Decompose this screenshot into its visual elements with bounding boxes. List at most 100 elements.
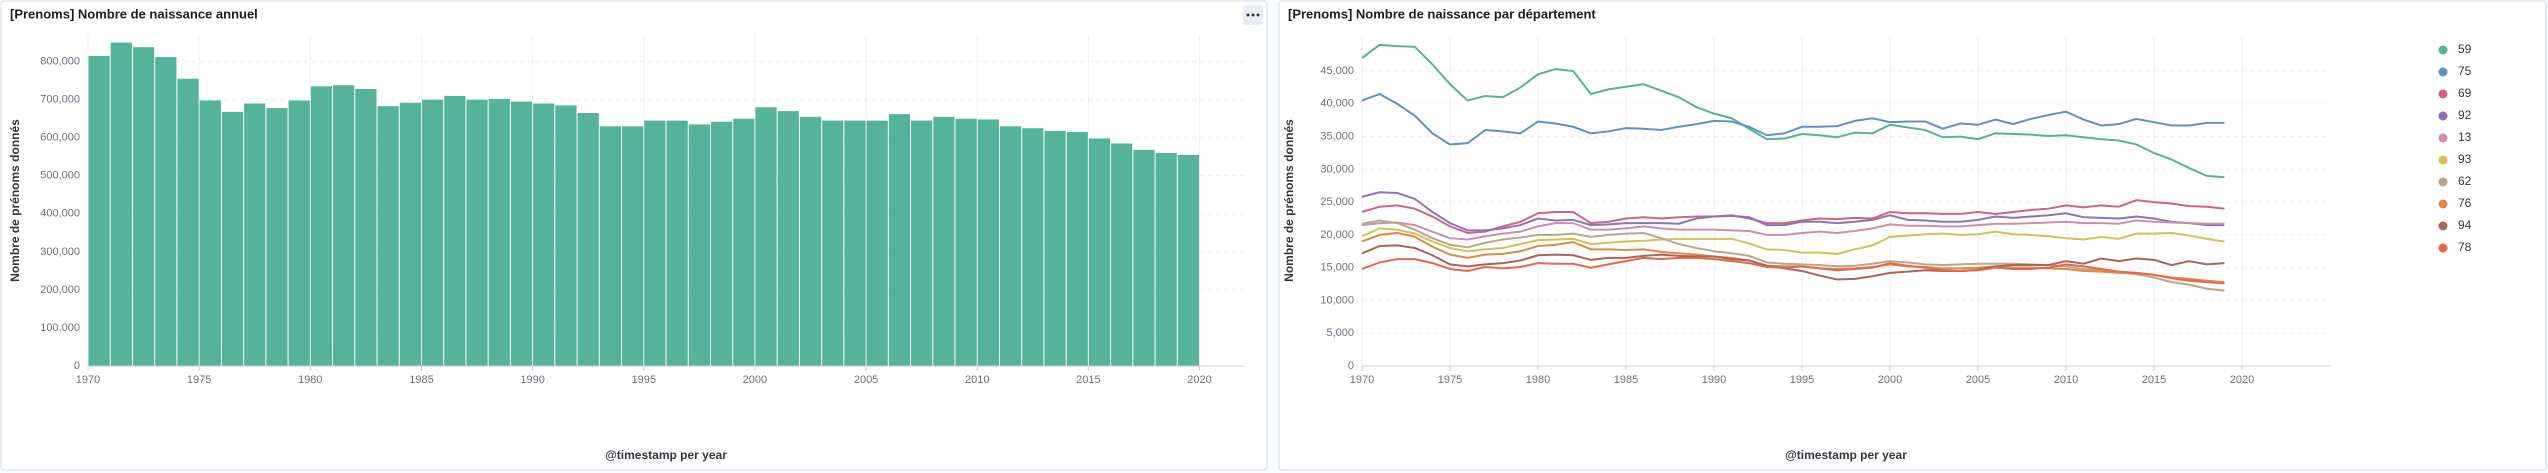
bar <box>466 99 488 366</box>
bar <box>1155 152 1177 366</box>
bar <box>955 118 977 367</box>
line <box>1361 199 2225 234</box>
bar <box>577 112 599 366</box>
bar <box>755 107 777 366</box>
y-tick-label: 30,000 <box>1320 163 1354 175</box>
bar <box>1177 154 1200 366</box>
bar <box>266 108 288 366</box>
x-tick-label: 1980 <box>298 374 322 386</box>
x-tick-label: 1990 <box>520 374 544 386</box>
y-tick-label: 45,000 <box>1320 65 1354 77</box>
x-tick-label: 1975 <box>187 374 211 386</box>
bar <box>666 120 688 366</box>
bar <box>911 120 933 366</box>
line <box>1361 227 2225 255</box>
y-tick-label: 35,000 <box>1320 131 1354 143</box>
legend-marker <box>2438 155 2448 165</box>
x-tick-label: 2010 <box>2054 374 2078 386</box>
bar <box>822 120 844 366</box>
x-tick-label: 1980 <box>1526 374 1550 386</box>
panel-options-button[interactable] <box>1243 5 1263 25</box>
bar <box>199 100 221 366</box>
bar <box>622 126 644 366</box>
panel-title: [Prenoms] Nombre de naissance annuel <box>10 6 258 21</box>
x-tick-label: 2015 <box>1076 374 1100 386</box>
bar <box>1088 138 1111 366</box>
y-tick-label: 0 <box>1348 360 1354 372</box>
y-tick-label: 10,000 <box>1320 294 1354 306</box>
bar <box>110 42 132 367</box>
legend-label: 59 <box>2458 42 2472 56</box>
x-axis-title: @timestamp per year <box>605 448 727 462</box>
legend-marker <box>2438 177 2448 187</box>
bar <box>1111 143 1133 366</box>
x-tick-label: 2005 <box>1966 374 1990 386</box>
bar <box>399 102 421 367</box>
y-axis-title: Nombre de prénoms donnés <box>8 119 22 282</box>
line <box>1361 256 2225 285</box>
line <box>1361 219 2225 241</box>
legend-marker <box>2438 133 2448 143</box>
y-tick-label: 25,000 <box>1320 196 1354 208</box>
y-tick-label: 600,000 <box>40 132 80 144</box>
bar <box>88 55 110 366</box>
bar <box>710 121 733 366</box>
x-tick-label: 1995 <box>1790 374 1814 386</box>
x-tick-label: 1985 <box>1614 374 1638 386</box>
bar <box>555 105 577 366</box>
x-tick-label: 2000 <box>1878 374 1902 386</box>
bar <box>1133 149 1155 366</box>
bar <box>866 120 888 366</box>
line <box>1361 43 2225 179</box>
legend-label: 92 <box>2458 108 2472 122</box>
legend-label: 94 <box>2458 218 2472 232</box>
x-tick-label: 1985 <box>409 374 433 386</box>
y-tick-label: 5,000 <box>1326 327 1354 339</box>
bar <box>244 103 266 366</box>
bar <box>999 126 1022 366</box>
panel-title: [Prenoms] Nombre de naissance par départ… <box>1288 6 1596 21</box>
y-tick-label: 0 <box>74 360 80 372</box>
legend-marker <box>2438 89 2448 99</box>
x-tick-label: 2020 <box>1187 374 1211 386</box>
x-tick-label: 1990 <box>1702 374 1726 386</box>
line <box>1361 191 2225 232</box>
legend-label: 13 <box>2458 130 2472 144</box>
y-tick-label: 40,000 <box>1320 98 1354 110</box>
x-tick-label: 2015 <box>2142 374 2166 386</box>
legend-marker <box>2438 221 2448 231</box>
bar <box>333 85 355 366</box>
x-axis-title: @timestamp per year <box>1785 448 1907 462</box>
legend-marker <box>2438 199 2448 209</box>
bar <box>977 119 999 366</box>
x-tick-label: 1975 <box>1438 374 1462 386</box>
legend-label: 93 <box>2458 152 2472 166</box>
bar <box>488 98 510 367</box>
legend-marker <box>2438 67 2448 77</box>
bar <box>221 111 244 366</box>
x-tick-label: 1995 <box>632 374 656 386</box>
bar <box>155 57 177 367</box>
x-tick-label: 1970 <box>1350 374 1374 386</box>
y-tick-label: 400,000 <box>40 208 80 220</box>
y-tick-label: 700,000 <box>40 94 80 106</box>
x-tick-label: 1970 <box>76 374 100 386</box>
legend-label: 78 <box>2458 240 2472 254</box>
line <box>1361 219 2225 292</box>
bar <box>777 111 799 367</box>
y-tick-label: 20,000 <box>1320 229 1354 241</box>
bar <box>799 116 822 366</box>
legend-label: 76 <box>2458 196 2472 210</box>
bar <box>355 89 377 367</box>
bar <box>688 124 710 366</box>
x-tick-label: 2020 <box>2230 374 2254 386</box>
y-tick-label: 200,000 <box>40 284 80 296</box>
bar <box>510 101 533 367</box>
legend-marker <box>2438 111 2448 121</box>
x-tick-label: 2005 <box>854 374 878 386</box>
bar <box>533 103 555 366</box>
y-tick-label: 15,000 <box>1320 262 1354 274</box>
y-tick-label: 800,000 <box>40 56 80 68</box>
bar <box>1066 132 1088 366</box>
